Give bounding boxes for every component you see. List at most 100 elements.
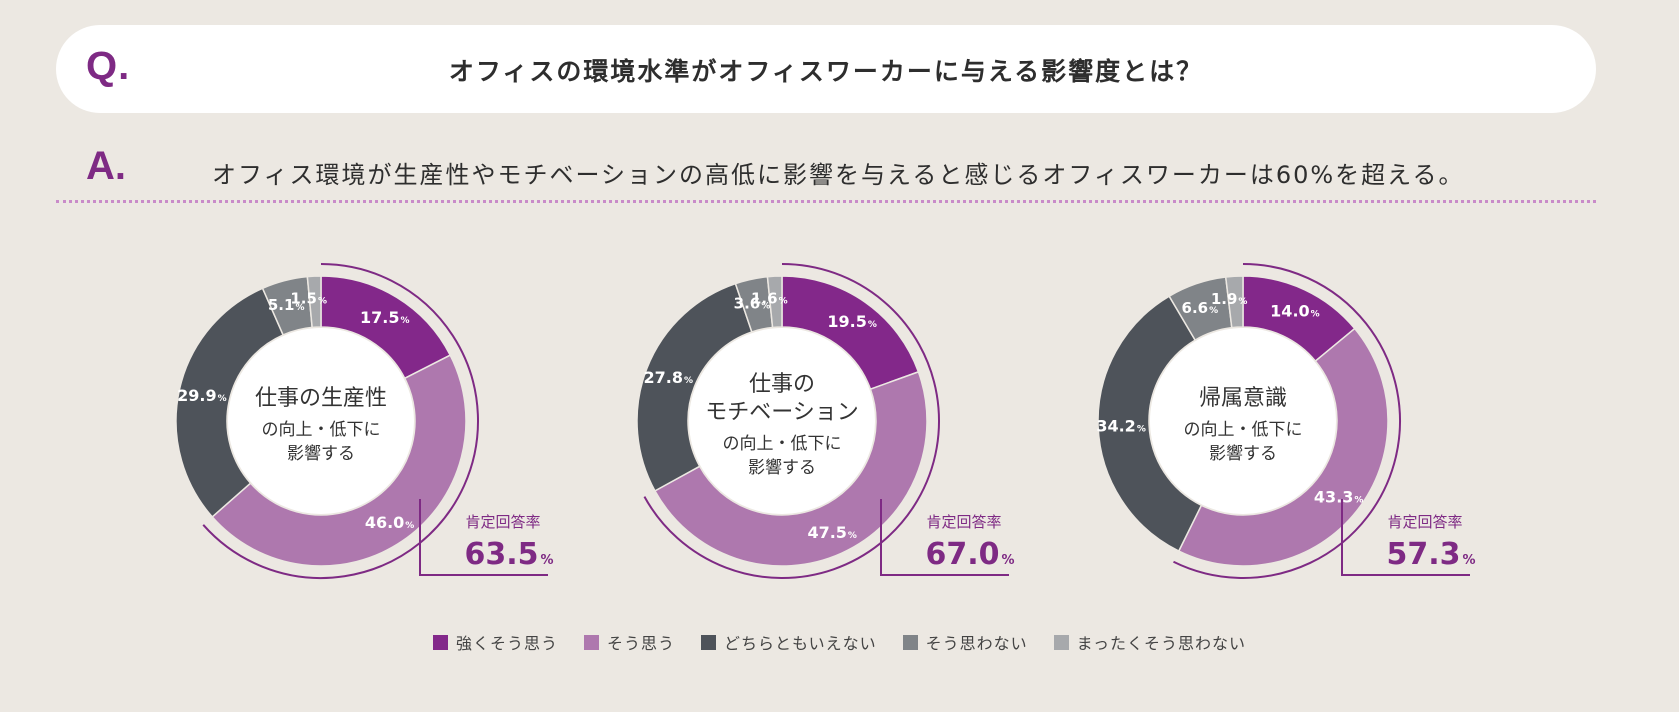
slice-value-label: 1.9% (1211, 290, 1248, 308)
slice-value-number: 34.2 (1096, 417, 1135, 436)
center-circle (1150, 328, 1336, 514)
legend-label: まったくそう思わない (1076, 634, 1247, 653)
affirmative-unit: % (1463, 553, 1476, 568)
affirmative-bracket (419, 499, 548, 576)
slice-value-label: 1.5% (290, 290, 327, 308)
donut-chart-1: 17.5%46.0%29.9%5.1%1.5%仕事の生産性の向上・低下に影響する… (175, 263, 554, 579)
affirmative-label: 肯定回答率 (465, 513, 540, 531)
slice-2 (1177, 327, 1389, 567)
affirmative-label: 肯定回答率 (926, 513, 1001, 531)
slice-value-label: 14.0% (1270, 302, 1320, 321)
slice-value-number: 14.0 (1270, 302, 1309, 321)
slice-value-number: 1.9 (1211, 290, 1238, 308)
legend-swatch (902, 634, 918, 650)
center-subtitle: 影響する (287, 444, 355, 464)
legend-item: どちらともいえない (700, 630, 877, 654)
center-subtitle: 影響する (1209, 444, 1277, 464)
slice-value-unit: % (1311, 310, 1320, 320)
slice-value-unit: % (1137, 425, 1146, 435)
slice-value-unit: % (848, 531, 857, 541)
dotted-divider (56, 200, 1596, 203)
slice-5 (766, 275, 783, 329)
slice-value-label: 27.8% (644, 368, 694, 387)
question-text: オフィスの環境水準がオフィスワーカーに与える影響度とは？ (448, 57, 1204, 86)
affirmative-bracket (880, 499, 1009, 576)
center-title: 仕事の生産性 (255, 386, 387, 411)
affirmative-value: 67.0% (925, 537, 1014, 572)
affirmative-number: 63.5 (464, 537, 538, 572)
affirmative-value: 63.5% (464, 537, 553, 572)
slice-value-label: 29.9% (177, 386, 227, 405)
slice-value-unit: % (318, 297, 327, 307)
legend-item: 強くそう思う (432, 630, 558, 654)
slice-value-unit: % (400, 316, 409, 326)
center-title: モチベーション (705, 400, 859, 425)
center-subtitle: の向上・低下に (1184, 420, 1303, 440)
slice-value-number: 1.6 (751, 290, 778, 308)
center-title: 帰属意識 (1199, 386, 1287, 411)
legend-swatch (1053, 634, 1069, 650)
center-title: 仕事の (749, 372, 815, 397)
slice-value-number: 1.5 (290, 290, 317, 308)
legend-item: そう思う (583, 630, 675, 654)
slice-value-label: 19.5% (827, 312, 877, 331)
slice-3 (1097, 295, 1203, 553)
slice-value-unit: % (761, 302, 770, 312)
slice-value-number: 19.5 (827, 312, 866, 331)
affirmative-arc (1173, 263, 1402, 579)
slice-value-label: 46.0% (365, 513, 415, 532)
slice-3 (636, 282, 753, 492)
center-circle (689, 328, 875, 514)
question-box (56, 25, 1596, 113)
question-label: Q. (86, 44, 131, 88)
slice-value-number: 43.3 (1314, 488, 1353, 507)
legend-label: そう思う (606, 634, 675, 653)
affirmative-number: 67.0 (925, 537, 999, 572)
slice-value-label: 5.1% (268, 296, 305, 314)
slice-value-number: 27.8 (644, 368, 683, 387)
slice-value-unit: % (218, 394, 227, 404)
slice-2 (653, 370, 928, 567)
legend-swatch (432, 634, 448, 650)
legend-item: そう思わない (902, 630, 1028, 654)
slice-value-unit: % (684, 376, 693, 386)
slice-5 (1224, 275, 1244, 329)
slice-value-label: 1.6% (751, 290, 788, 308)
slice-value-label: 34.2% (1096, 417, 1146, 436)
slice-value-number: 3.6 (734, 295, 761, 313)
legend-swatch (700, 634, 716, 650)
slice-value-unit: % (779, 297, 788, 307)
slice-value-label: 47.5% (807, 523, 857, 542)
affirmative-bracket (1341, 499, 1470, 576)
slice-value-number: 17.5 (360, 308, 399, 327)
slice-value-number: 6.6 (1182, 299, 1209, 317)
slice-value-number: 29.9 (177, 386, 216, 405)
slice-value-number: 46.0 (365, 513, 404, 532)
center-circle (228, 328, 414, 514)
donut-chart-3: 14.0%43.3%34.2%6.6%1.9%帰属意識の向上・低下に影響する肯定… (1096, 263, 1476, 579)
slice-5 (306, 275, 322, 329)
affirmative-arc (202, 263, 479, 579)
slice-value-unit: % (868, 320, 877, 330)
slice-value-label: 17.5% (360, 308, 410, 327)
slice-value-label: 6.6% (1182, 299, 1219, 317)
answer-label: A. (86, 144, 126, 188)
slice-value-unit: % (1209, 306, 1218, 316)
slice-3 (175, 287, 285, 518)
legend-label: そう思わない (925, 634, 1028, 653)
affirmative-unit: % (1002, 553, 1015, 568)
legend: 強くそう思う そう思う どちらともいえない そう思わない まったくそう思わない (0, 630, 1679, 654)
slice-2 (211, 354, 467, 567)
slice-value-unit: % (405, 521, 414, 531)
slice-value-label: 43.3% (1314, 488, 1364, 507)
slice-value-label: 3.6% (734, 295, 771, 313)
center-subtitle: の向上・低下に (723, 434, 842, 454)
affirmative-label: 肯定回答率 (1387, 513, 1462, 531)
slice-value-unit: % (1238, 297, 1247, 307)
legend-swatch (583, 634, 599, 650)
slice-value-unit: % (295, 303, 304, 313)
center-subtitle: 影響する (748, 458, 816, 478)
affirmative-number: 57.3 (1386, 537, 1460, 572)
center-subtitle: の向上・低下に (262, 420, 381, 440)
